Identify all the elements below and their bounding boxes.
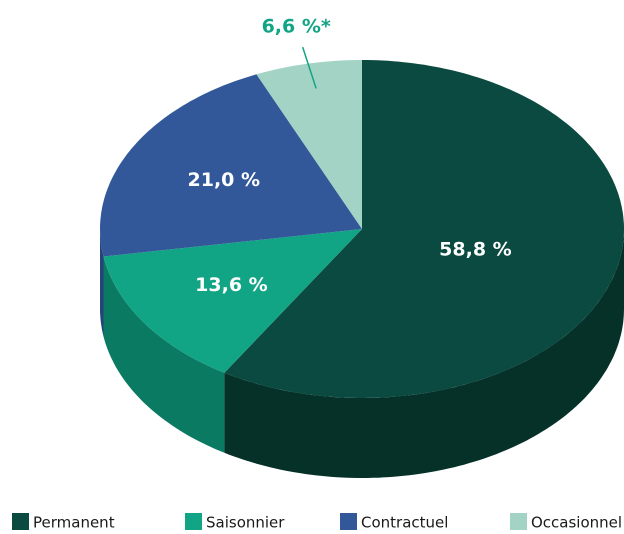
legend-swatch [340,513,357,530]
legend-swatch [510,513,527,530]
data-label: 21,0 % [188,169,261,191]
data-label: 58,8 % [439,238,512,260]
legend-swatch [185,513,202,530]
legend-swatch [12,513,29,530]
legend-label: Saisonnier [206,514,285,532]
pie-side [103,256,225,453]
pie-side [100,229,104,337]
pie-slice [103,229,362,373]
pie-side [224,229,624,478]
legend-label: Permanent [33,514,115,532]
leader-line [301,46,317,89]
data-label: 6,6 %* [262,16,331,38]
legend-label: Occasionnel [531,514,622,532]
pie-slice [256,60,362,229]
pie-slice [224,60,624,398]
legend-label: Contractuel [361,514,448,532]
data-label: 13,6 % [195,274,268,296]
pie-slice [100,74,362,257]
